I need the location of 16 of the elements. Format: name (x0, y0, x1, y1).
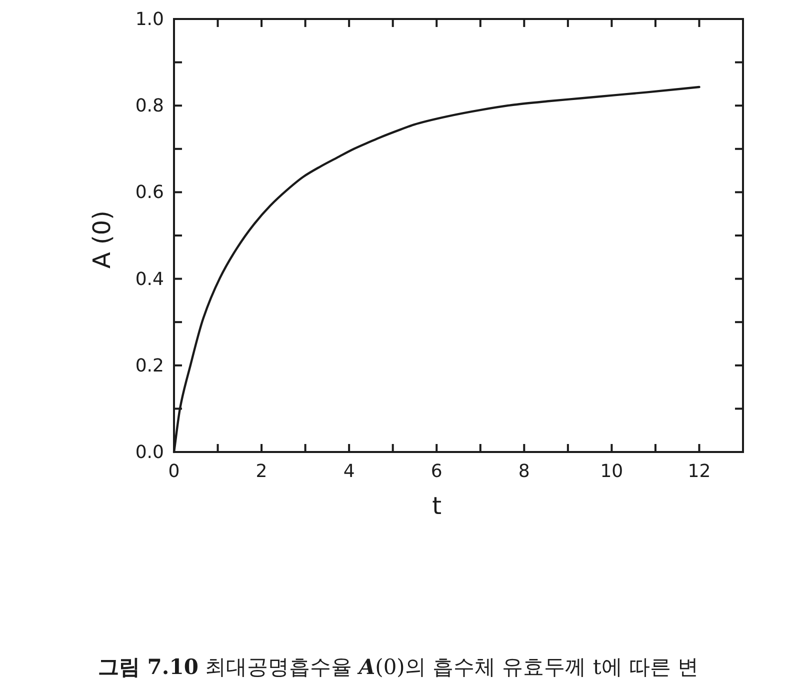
x-tick-label: 12 (688, 461, 711, 482)
x-tick-label: 2 (256, 461, 268, 482)
y-tick-label: 0.0 (135, 442, 164, 463)
x-tick-label: 6 (430, 461, 442, 482)
x-tick-label: 0 (168, 461, 180, 482)
y-tick-label: 0.2 (135, 355, 164, 376)
y-tick-label: 0.8 (135, 96, 164, 117)
x-axis-title: t (432, 492, 442, 520)
x-tick-label: 8 (518, 461, 530, 482)
y-axis-title: A (0) (88, 210, 116, 269)
y-tick-label: 0.6 (135, 182, 164, 204)
y-tick-label: 0.4 (135, 268, 164, 290)
x-tick-label: 4 (343, 461, 355, 482)
y-tick-label: 1.0 (135, 9, 164, 30)
annotation: 그림 7.10 최대공명흡수율 A(0)의 흡수체 유효두께 t에 따른 변 (98, 654, 699, 679)
x-tick-label: 10 (600, 461, 624, 482)
